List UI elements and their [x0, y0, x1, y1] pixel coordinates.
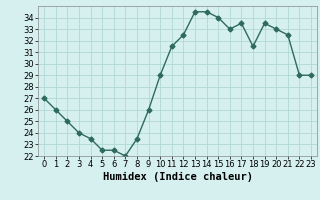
X-axis label: Humidex (Indice chaleur): Humidex (Indice chaleur): [103, 172, 252, 182]
